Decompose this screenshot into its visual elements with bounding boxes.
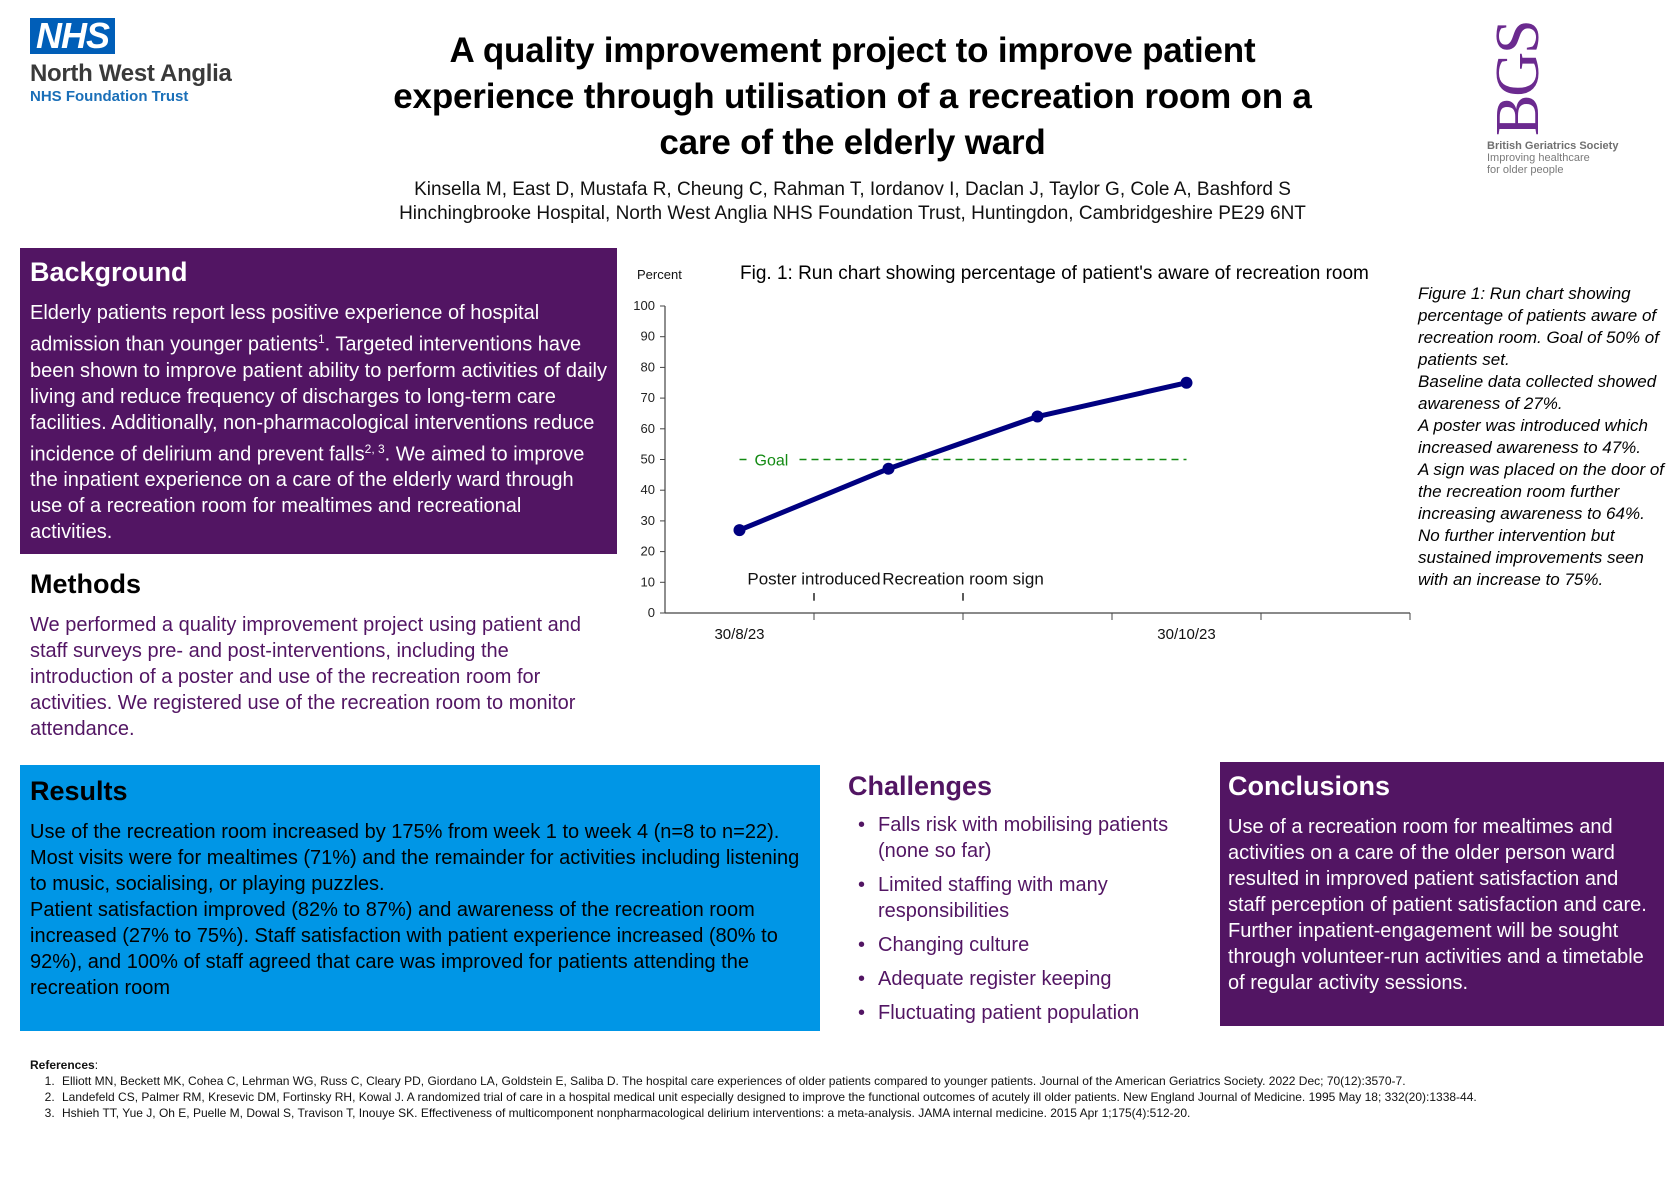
data-point	[1031, 410, 1044, 423]
affiliation: Hinchingbrooke Hospital, North West Angl…	[399, 203, 1306, 224]
data-point	[882, 462, 895, 475]
caption-line: Baseline data collected showed awareness…	[1418, 372, 1657, 413]
methods-panel: Methods We performed a quality improveme…	[20, 568, 620, 742]
references-section: References: Elliott MN, Beckett MK, Cohe…	[30, 1057, 1670, 1121]
bullet-icon: •	[858, 1002, 866, 1024]
results-heading: Results	[30, 776, 128, 806]
y-tick-label: 0	[648, 605, 655, 620]
challenges-panel: Challenges • Falls risk with mobilising p…	[848, 770, 1208, 1034]
challenge-text: Adequate register keeping	[878, 968, 1112, 990]
annotation-label: Poster introduced	[747, 569, 880, 588]
bullet-icon: •	[858, 874, 866, 896]
references-list: Elliott MN, Beckett MK, Cohea C, Lehrman…	[30, 1073, 1670, 1121]
methods-text: We performed a quality improvement proje…	[30, 614, 582, 740]
chart-title: Fig. 1: Run chart showing percentage of …	[740, 263, 1369, 284]
data-point	[1180, 376, 1193, 389]
citation-sup: 1	[317, 332, 325, 346]
title-line: A quality improvement project to improve…	[449, 31, 1256, 70]
background-heading: Background	[30, 257, 188, 287]
y-tick-label: 60	[641, 421, 655, 436]
y-tick-label: 80	[641, 359, 655, 374]
author-list: Kinsella M, East D, Mustafa R, Cheung C,…	[414, 179, 1291, 200]
methods-heading: Methods	[30, 569, 141, 599]
title-line: experience through utilisation of a recr…	[393, 77, 1312, 116]
reference-item: Landefeld CS, Palmer RM, Kresevic DM, Fo…	[58, 1089, 1670, 1105]
nhs-badge: NHS	[30, 18, 116, 54]
y-tick-label: 20	[641, 544, 655, 559]
results-panel: Results Use of the recreation room incre…	[20, 765, 820, 1031]
y-tick-label: 40	[641, 482, 655, 497]
y-tick-label: 90	[641, 329, 655, 344]
challenge-text: Changing culture	[878, 934, 1030, 956]
y-tick-label: 70	[641, 390, 655, 405]
bullet-icon: •	[858, 968, 866, 990]
series-line	[738, 380, 1188, 533]
reference-item: Elliott MN, Beckett MK, Cohea C, Lehrman…	[58, 1073, 1670, 1089]
poster-title: A quality improvement project to improve…	[330, 28, 1375, 166]
y-tick-label: 10	[641, 574, 655, 589]
goal-label-bg	[749, 448, 800, 469]
run-chart: Percent Fig. 1: Run chart showing percen…	[625, 255, 1425, 695]
challenge-item: • Falls risk with mobilising patients (no…	[848, 812, 1208, 864]
annotation-label: Recreation room sign	[882, 569, 1044, 588]
data-point	[733, 524, 746, 537]
bgs-tagline: Improving healthcare	[1487, 152, 1590, 164]
bgs-monogram: BGS	[1484, 21, 1552, 136]
bullet-icon: •	[858, 934, 866, 956]
conclusions-text: Use of a recreation room for mealtimes a…	[1228, 816, 1647, 994]
challenge-text: Falls risk with mobilising patients (non…	[878, 814, 1169, 862]
figure-caption: Figure 1: Run chart showing percentage o…	[1418, 283, 1668, 591]
challenge-text: Fluctuating patient population	[878, 1002, 1140, 1024]
caption-line: No further intervention but sustained im…	[1418, 526, 1644, 589]
background-text: Elderly patients report less positive ex…	[30, 300, 607, 545]
challenges-heading: Challenges	[848, 771, 993, 801]
reference-item: Hshieh TT, Yue J, Oh E, Puelle M, Dowal …	[58, 1105, 1670, 1121]
conclusions-panel: Conclusions Use of a recreation room for…	[1220, 762, 1664, 1026]
challenge-item: • Fluctuating patient population	[848, 1000, 1208, 1026]
goal-label: Goal	[755, 453, 789, 470]
challenge-item: • Limited staffing with many responsibili…	[848, 872, 1208, 924]
conclusions-heading: Conclusions	[1228, 771, 1391, 801]
poster-header: A quality improvement project to improve…	[330, 28, 1375, 226]
challenge-item: • Changing culture	[848, 932, 1208, 958]
background-text-part: . Targeted interventions have been shown…	[30, 333, 607, 466]
y-tick-label: 100	[633, 298, 655, 313]
bgs-name: British Geriatrics Society	[1487, 140, 1619, 152]
nhs-logo: NHS North West Anglia NHS Foundation Tru…	[30, 18, 232, 105]
bgs-text: British Geriatrics Society Improving hea…	[1487, 140, 1618, 176]
background-text-part: . We aimed to improve the inpatient expe…	[30, 443, 585, 544]
results-paragraph: Use of the recreation room increased by …	[30, 821, 800, 895]
challenge-text: Limited staffing with many responsibilit…	[878, 874, 1108, 922]
citation-sup: 2, 3	[364, 441, 385, 456]
challenge-item: • Adequate register keeping	[848, 966, 1208, 992]
x-tick-label: 30/10/23	[1157, 626, 1215, 643]
references-heading: References	[30, 1058, 95, 1072]
caption-line: A sign was placed on the door of the rec…	[1418, 460, 1665, 523]
caption-line: A poster was introduced which increased …	[1418, 416, 1648, 457]
background-panel: Background Elderly patients report less …	[20, 248, 617, 554]
y-tick-label: 30	[641, 513, 655, 528]
run-chart-svg: Percent Fig. 1: Run chart showing percen…	[633, 263, 1411, 643]
bgs-tagline: for older people	[1487, 164, 1564, 176]
background-text-part: Elderly patients report less positive ex…	[30, 302, 540, 356]
nhs-trust-name: NHS Foundation Trust	[30, 88, 189, 105]
caption-line: Figure 1: Run chart showing percentage o…	[1418, 284, 1659, 369]
x-tick-label: 30/8/23	[714, 626, 764, 643]
title-line: care of the elderly ward	[659, 123, 1046, 162]
nhs-organisation-name: North West Anglia	[30, 60, 232, 87]
bullet-icon: •	[858, 814, 866, 836]
challenges-list: • Falls risk with mobilising patients (no…	[848, 812, 1208, 1026]
chart-ylabel: Percent	[637, 267, 682, 282]
y-tick-label: 50	[641, 452, 655, 467]
results-paragraph: Patient satisfaction improved (82% to 87…	[30, 899, 778, 999]
